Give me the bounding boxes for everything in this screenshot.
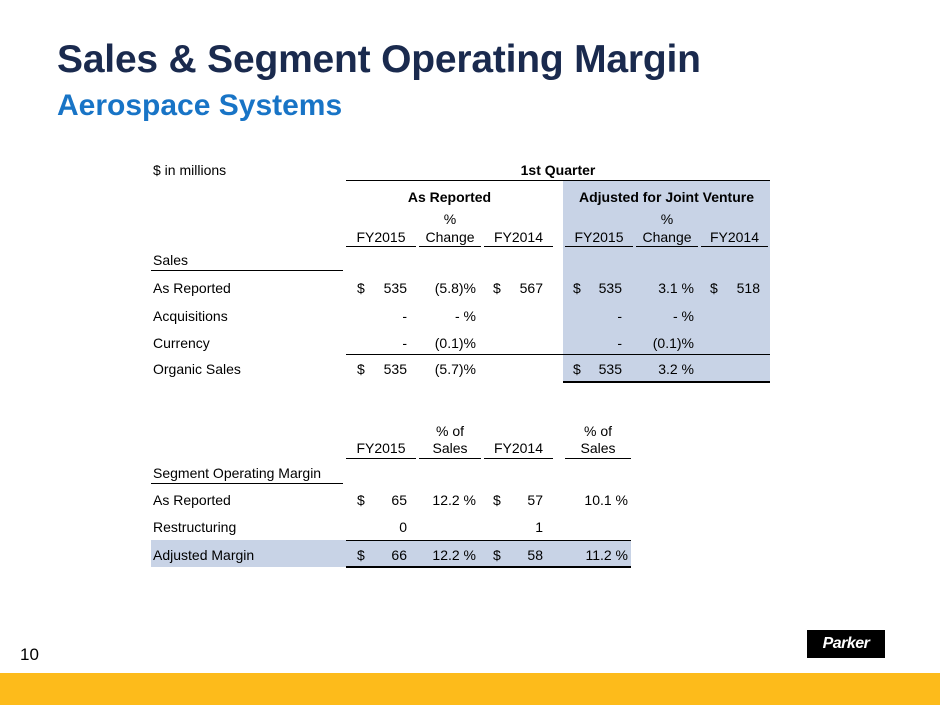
col-fy2014: FY2014 [493,229,544,245]
currency-symbol: $ [573,280,581,296]
row-label: Currency [153,335,210,351]
row-label: Organic Sales [153,361,241,377]
value-fy2014: 58 [527,547,543,563]
value-fy2015: - [402,308,407,324]
col-underline [346,458,416,459]
value-pct: 12.2 % [432,547,476,563]
col-underline [346,246,416,247]
col-underline [419,246,481,247]
value-fy2014: 57 [527,492,543,508]
col-fy2014: FY2014 [709,229,760,245]
currency-symbol: $ [357,492,365,508]
section-label-margin: Segment Operating Margin [153,465,322,481]
value-change: (5.7)% [434,361,476,377]
col-fy2014: FY2014 [493,440,544,456]
value-pct: 12.2 % [432,492,476,508]
value-change: (0.1)% [652,335,694,351]
col-underline [636,246,698,247]
value-fy2014: 567 [519,280,543,296]
footer-bar [0,673,940,705]
col-pct-sales: Sales [580,440,616,456]
col-pct-top: % of [435,423,464,439]
col-pct-top: % of [583,423,612,439]
row-label: As Reported [153,492,231,508]
col-change-top: % [660,211,674,227]
currency-symbol: $ [357,547,365,563]
col-fy2015: FY2015 [356,440,406,456]
currency-symbol: $ [493,492,501,508]
value-change: 3.1 % [658,280,694,296]
page-subtitle: Aerospace Systems [57,89,343,122]
period-header: 1st Quarter [520,162,596,178]
total-rule [346,354,770,355]
currency-symbol: $ [493,280,501,296]
section-label-sales: Sales [153,252,189,268]
section-underline [151,270,343,271]
value-change: 3.2 % [658,361,694,377]
value-fy2015: 535 [598,280,622,296]
col-fy2015: FY2015 [356,229,406,245]
value-pct: 10.1 % [584,492,628,508]
period-underline [346,180,770,181]
value-fy2015: 65 [391,492,407,508]
value-pct: 11.2 % [585,547,628,563]
value-change: - % [455,308,476,324]
section-underline [151,483,343,484]
value-fy2015: 535 [383,361,407,377]
parker-logo: Parker [807,630,885,658]
row-label: Adjusted Margin [153,547,255,563]
col-underline [565,458,631,459]
value-fy2015: 535 [383,280,407,296]
page-number: 10 [20,645,39,664]
currency-symbol: $ [710,280,718,296]
row-label: Restructuring [153,519,237,535]
col-change: Change [425,229,475,245]
group-adjusted-jv: Adjusted for Joint Venture [578,189,754,205]
currency-symbol: $ [573,361,581,377]
value-fy2015: 66 [391,547,407,563]
units-label: $ in millions [153,162,227,178]
value-fy2015: - [617,335,622,351]
adjusted-margin-shade [151,540,631,567]
adjusted-jv-shade [563,180,770,382]
currency-symbol: $ [357,280,365,296]
col-underline [419,458,481,459]
bottom-rule [563,381,770,383]
currency-symbol: $ [493,547,501,563]
col-change: Change [642,229,692,245]
row-label: As Reported [153,280,231,296]
value-fy2015: 0 [399,519,407,535]
total-rule [346,540,631,541]
value-change: (0.1)% [434,335,476,351]
group-as-reported: As Reported [407,189,492,205]
value-fy2015: - [617,308,622,324]
col-underline [565,246,633,247]
value-fy2014: 518 [736,280,760,296]
col-pct-sales: Sales [432,440,468,456]
value-change: - % [673,308,694,324]
value-change: (5.8)% [434,280,476,296]
col-underline [484,246,553,247]
row-label: Acquisitions [153,308,228,324]
value-fy2015: 535 [598,361,622,377]
col-change-top: % [443,211,457,227]
col-underline [701,246,768,247]
value-fy2014: 1 [535,519,543,535]
page-title: Sales & Segment Operating Margin [57,38,701,81]
value-fy2015: - [402,335,407,351]
col-fy2015: FY2015 [574,229,624,245]
col-underline [484,458,553,459]
currency-symbol: $ [357,361,365,377]
bottom-rule [346,566,631,568]
